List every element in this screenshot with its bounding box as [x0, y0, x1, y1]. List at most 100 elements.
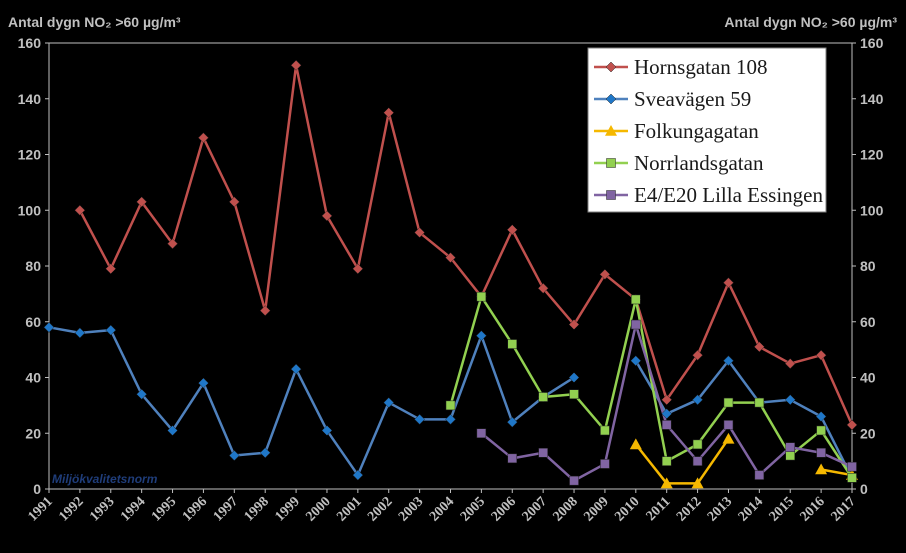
data-point-folkungagatan: [629, 438, 642, 450]
data-point-sveav-gen-59: [74, 327, 86, 339]
data-point-sveav-gen-59: [167, 425, 178, 436]
left-axis-title: Antal dygn NO₂ >60 µg/m³: [8, 14, 181, 30]
legend-label-sveav-gen-59: Sveavägen 59: [634, 87, 751, 111]
right-tick-label: 20: [860, 425, 876, 441]
data-point-sveav-gen-59: [105, 324, 117, 336]
data-point-norrlandsgatan: [600, 425, 610, 436]
data-point-hornsgatan-108: [723, 277, 734, 289]
legend-label-hornsgatan-108: Hornsgatan 108: [634, 55, 768, 79]
data-point-e4-e20-lilla-essingen: [476, 428, 487, 438]
data-point-sveav-gen-59: [43, 321, 55, 333]
data-point-hornsgatan-108: [74, 204, 86, 216]
data-point-norrlandsgatan: [785, 450, 795, 461]
data-point-sveav-gen-59: [259, 447, 271, 459]
right-tick-label: 60: [860, 314, 876, 330]
data-point-sveav-gen-59: [784, 394, 796, 406]
data-point-hornsgatan-108: [815, 349, 827, 361]
data-point-sveav-gen-59: [228, 450, 240, 461]
data-point-folkungagatan: [691, 477, 704, 489]
left-tick-label: 160: [18, 35, 42, 51]
data-point-sveav-gen-59: [568, 372, 580, 383]
data-point-e4-e20-lilla-essingen: [785, 442, 795, 452]
data-point-hornsgatan-108: [846, 419, 858, 431]
data-point-sveav-gen-59: [445, 413, 456, 425]
series-line-folkungagatan: [634, 438, 730, 485]
data-point-e4-e20-lilla-essingen: [538, 448, 548, 458]
data-point-hornsgatan-108: [506, 224, 518, 236]
data-point-norrlandsgatan: [631, 294, 641, 305]
data-point-norrlandsgatan: [816, 425, 826, 436]
data-point-sveav-gen-59: [815, 411, 827, 422]
data-point-norrlandsgatan: [847, 473, 857, 483]
threshold-annotation: Miljökvalitetsnorm: [52, 472, 158, 486]
data-point-sveav-gen-59: [321, 425, 333, 436]
legend: Hornsgatan 108 Sveavägen 59 Folkungagatan N…: [587, 47, 827, 213]
data-point-sveav-gen-59: [136, 388, 148, 400]
series-line-sveav-gen-59: [48, 326, 575, 477]
data-point-sveav-gen-59: [290, 363, 302, 375]
data-point-e4-e20-lilla-essingen: [631, 319, 641, 330]
legend-marker-sveav-gen-59: [605, 93, 617, 105]
data-point-hornsgatan-108: [568, 319, 580, 330]
data-point-hornsgatan-108: [445, 252, 456, 263]
data-point-folkungagatan: [660, 477, 673, 489]
data-point-norrlandsgatan: [476, 291, 487, 302]
data-point-sveav-gen-59: [476, 330, 487, 342]
data-point-norrlandsgatan: [661, 456, 672, 466]
data-point-hornsgatan-108: [105, 263, 117, 275]
data-point-hornsgatan-108: [661, 394, 673, 406]
left-tick-label: 20: [25, 425, 41, 441]
data-point-e4-e20-lilla-essingen: [816, 448, 826, 458]
data-point-hornsgatan-108: [136, 196, 148, 208]
data-point-hornsgatan-108: [692, 349, 703, 361]
data-point-e4-e20-lilla-essingen: [723, 420, 734, 430]
data-point-hornsgatan-108: [352, 263, 364, 275]
data-point-e4-e20-lilla-essingen: [661, 420, 672, 430]
legend-marker-e4-e20-lilla-essingen: [606, 190, 616, 200]
data-point-hornsgatan-108: [228, 196, 240, 208]
left-tick-label: 40: [25, 370, 41, 386]
data-point-hornsgatan-108: [537, 282, 549, 294]
series-line-sveav-gen-59: [634, 359, 854, 479]
series-line-norrlandsgatan: [449, 295, 854, 479]
data-point-e4-e20-lilla-essingen: [569, 475, 579, 486]
data-point-e4-e20-lilla-essingen: [692, 456, 703, 466]
legend-marker-norrlandsgatan: [606, 158, 616, 168]
data-point-hornsgatan-108: [290, 59, 302, 71]
right-tick-label: 140: [860, 91, 884, 107]
series-line-hornsgatan-108: [78, 64, 854, 426]
data-point-hornsgatan-108: [784, 358, 796, 369]
data-point-sveav-gen-59: [630, 355, 642, 367]
left-tick-label: 80: [25, 258, 41, 274]
data-point-hornsgatan-108: [167, 238, 178, 250]
left-tick-label: 100: [18, 202, 42, 218]
data-point-hornsgatan-108: [321, 210, 333, 222]
left-tick-label: 140: [18, 91, 42, 107]
series-line-folkungagatan: [820, 468, 853, 477]
right-axis-title: Antal dygn NO₂ >60 µg/m³: [724, 14, 897, 30]
data-point-norrlandsgatan: [754, 397, 765, 408]
legend-label-folkungagatan: Folkungagatan: [634, 119, 759, 143]
right-tick-label: 40: [860, 370, 876, 386]
data-point-sveav-gen-59: [506, 416, 518, 428]
data-point-norrlandsgatan: [507, 339, 518, 349]
data-point-norrlandsgatan: [445, 400, 456, 411]
data-point-sveav-gen-59: [414, 413, 425, 425]
legend-label-e4-e20-lilla-essingen: E4/E20 Lilla Essingen: [634, 183, 823, 207]
data-point-e4-e20-lilla-essingen: [507, 453, 518, 464]
data-point-e4-e20-lilla-essingen: [754, 470, 765, 480]
left-tick-label: 120: [18, 147, 42, 163]
data-point-e4-e20-lilla-essingen: [600, 459, 610, 469]
data-point-norrlandsgatan: [538, 392, 548, 402]
data-point-hornsgatan-108: [198, 132, 209, 144]
data-point-sveav-gen-59: [692, 394, 703, 406]
left-tick-label: 60: [25, 314, 41, 330]
data-point-sveav-gen-59: [661, 408, 673, 420]
data-point-hornsgatan-108: [414, 227, 425, 238]
data-point-hornsgatan-108: [383, 107, 395, 119]
right-tick-label: 120: [860, 147, 884, 163]
legend-marker-folkungagatan: [605, 125, 617, 136]
data-point-sveav-gen-59: [352, 469, 364, 481]
data-point-hornsgatan-108: [753, 341, 765, 353]
